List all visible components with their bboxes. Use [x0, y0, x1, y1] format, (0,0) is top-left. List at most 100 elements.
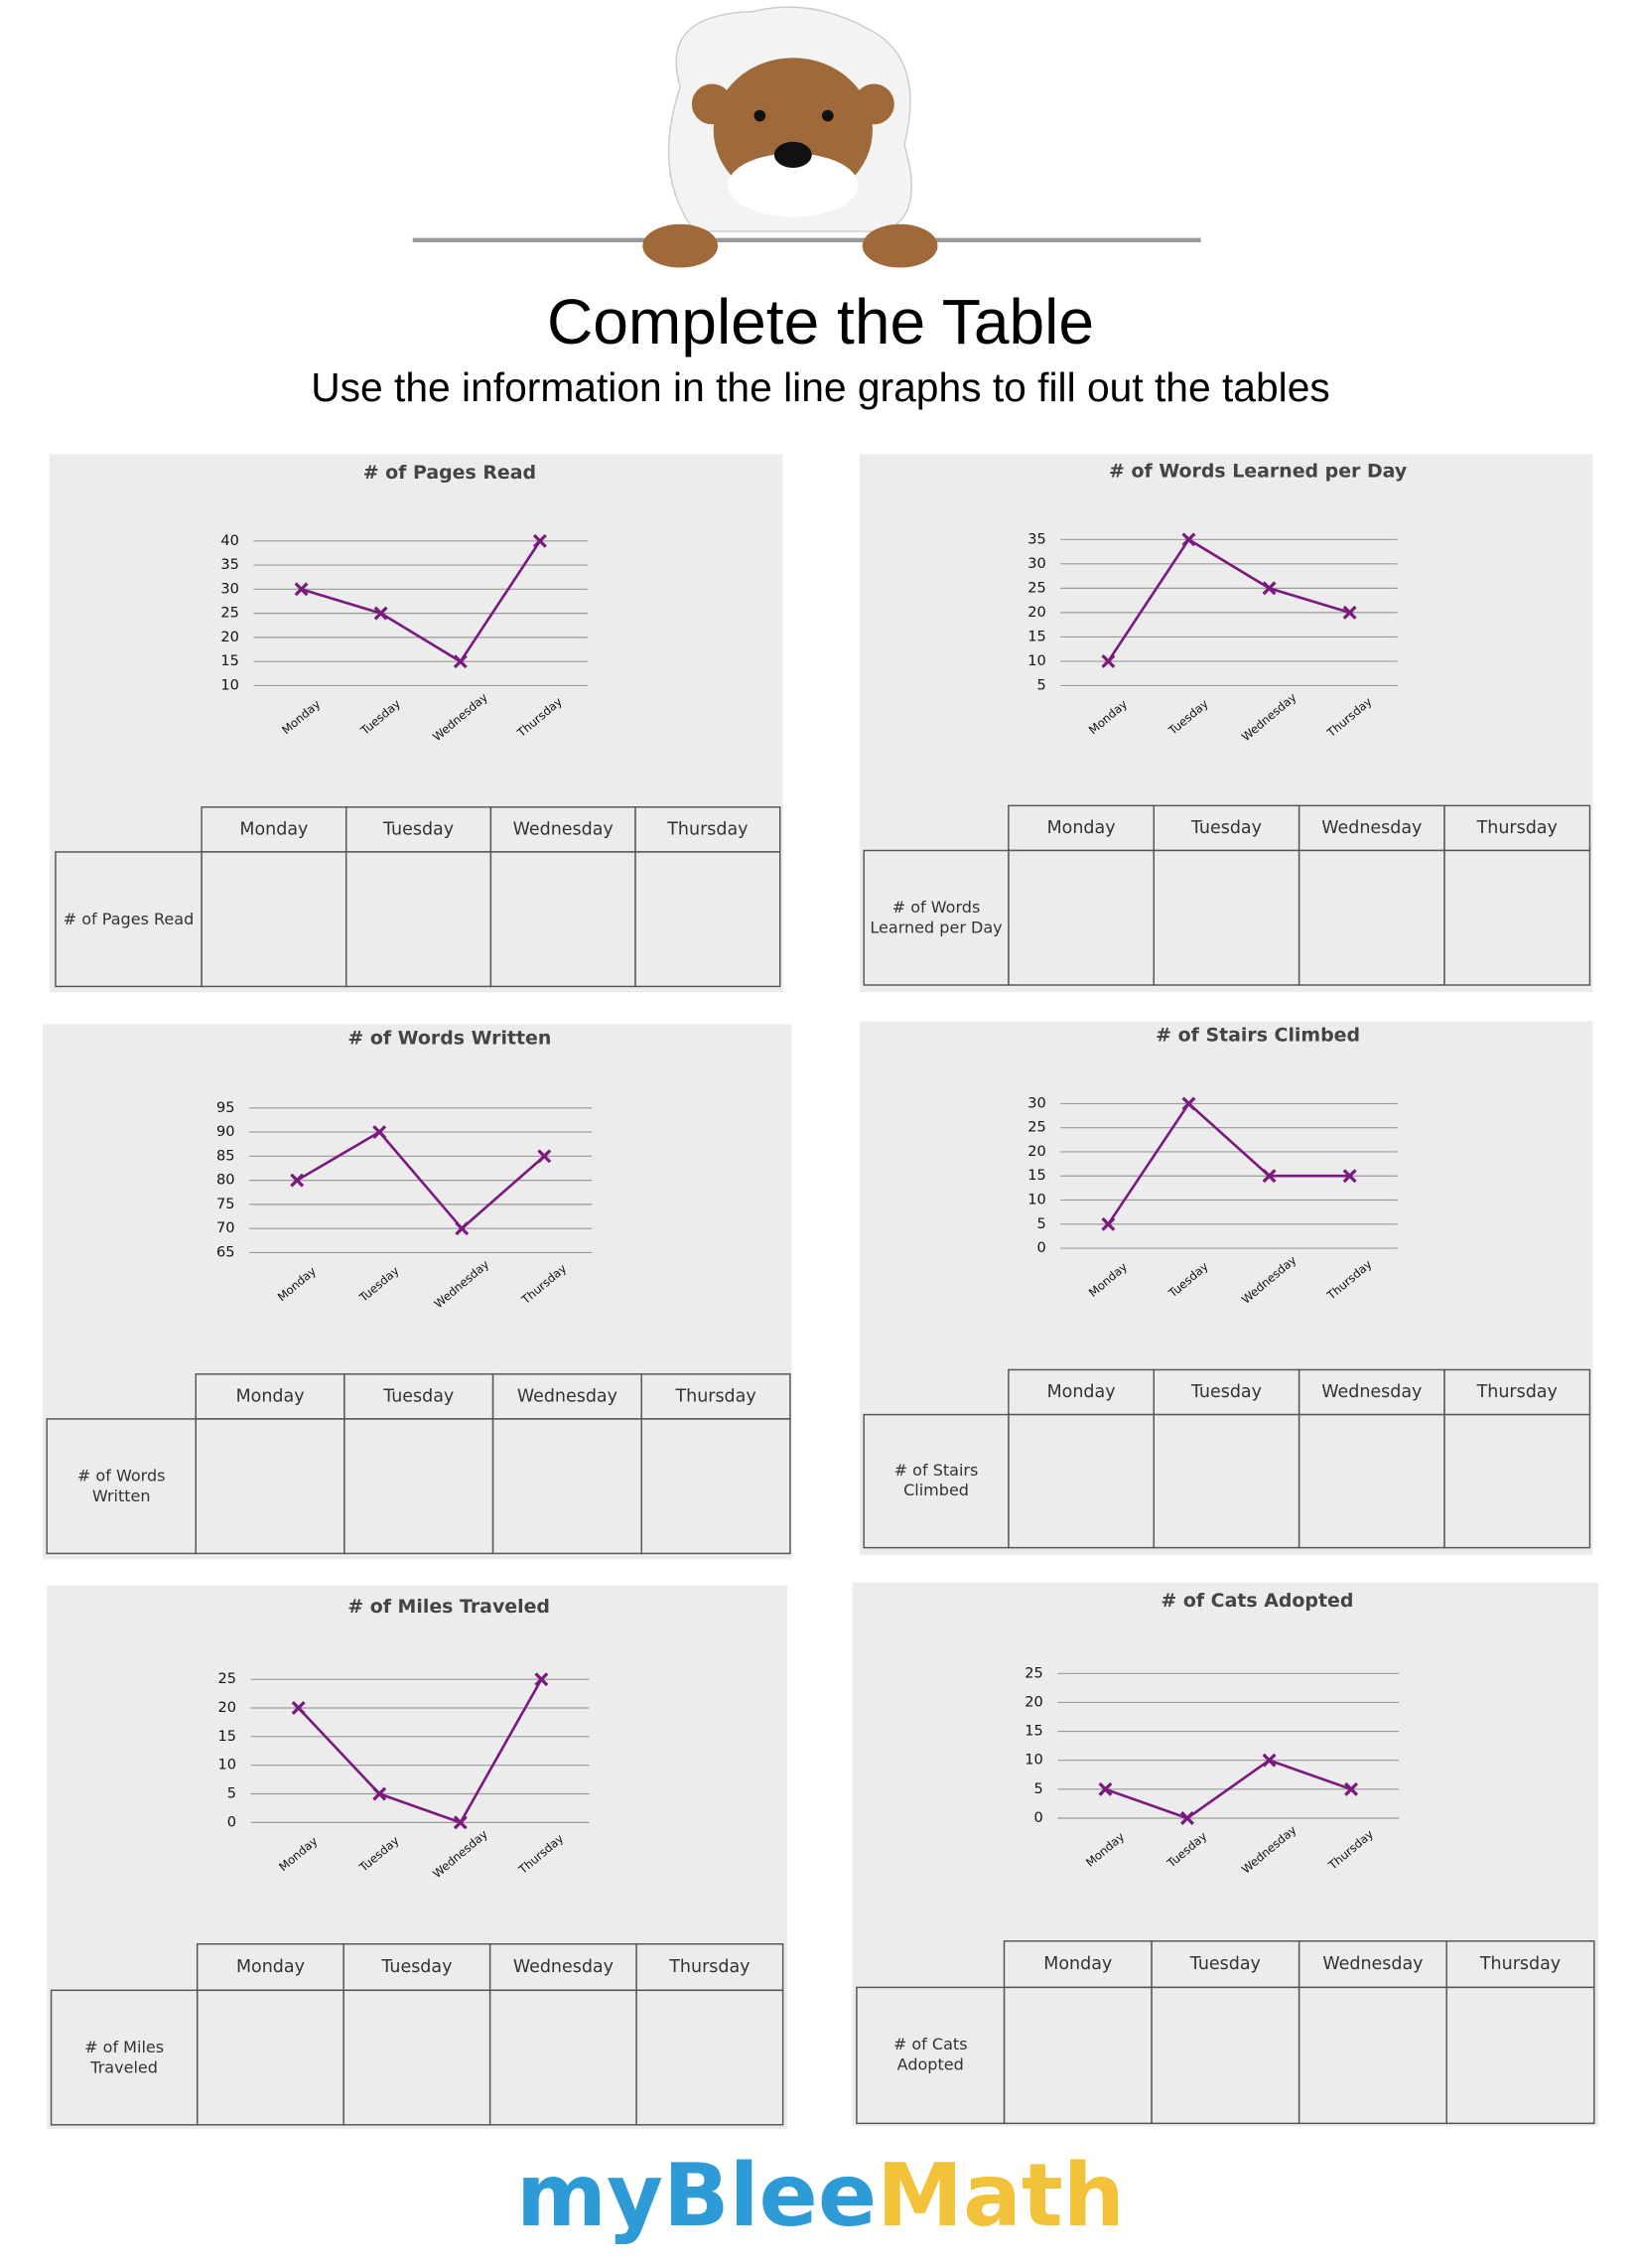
- table-header-cell: [489, 806, 636, 853]
- row-label-box: # of Miles Traveled: [84, 2038, 164, 2076]
- table-column-header: Tuesday: [1190, 1382, 1262, 1402]
- table-answer-cell: [195, 1418, 345, 1555]
- table-row-label-cell: [863, 1413, 1010, 1549]
- y-tick-label: 15: [1025, 1723, 1043, 1740]
- data-marker: [1342, 605, 1357, 620]
- brand-second: Math: [877, 2145, 1125, 2246]
- table-header-cell: [195, 1373, 345, 1420]
- y-tick-label: 15: [218, 1728, 237, 1745]
- table-column-header: Monday: [236, 1957, 305, 1977]
- y-tick-label: 5: [1034, 1780, 1043, 1797]
- table-header-cell: [1151, 1940, 1300, 1989]
- data-line: [297, 1678, 543, 1824]
- data-marker: [1098, 1781, 1113, 1796]
- table-header-cell: [1443, 1368, 1591, 1416]
- table-row-label-cell: [863, 849, 1010, 986]
- table-header-cell: [1153, 804, 1300, 852]
- data-marker: [294, 582, 309, 597]
- table-answer-cell: [1151, 1986, 1300, 2125]
- table-column-header: Monday: [236, 1386, 305, 1406]
- y-tick-label: 25: [218, 1670, 237, 1687]
- table-header-cell: [344, 806, 492, 853]
- y-tick-label: 20: [218, 1699, 237, 1716]
- row-label-box: # of Stairs Climbed: [893, 1461, 979, 1500]
- data-marker: [1180, 1811, 1194, 1825]
- chart-title: # of Pages Read: [363, 462, 536, 484]
- table-column-header: Wednesday: [513, 1957, 614, 1977]
- y-tick-label: 95: [216, 1099, 235, 1116]
- table-header-cell: [1298, 804, 1445, 852]
- table-answer-cell: [1003, 1986, 1153, 2125]
- table-header-cell: [488, 1942, 637, 1992]
- y-tick-label: 75: [216, 1196, 235, 1212]
- table-header-cell: [196, 1942, 344, 1992]
- row-label-box: # of Words Learned per Day: [870, 898, 1002, 936]
- table-header-cell: [1008, 1368, 1155, 1416]
- data-marker: [1344, 1781, 1359, 1796]
- data-line: [1107, 537, 1351, 662]
- data-marker: [1262, 581, 1277, 596]
- table-column-header: Tuesday: [382, 819, 454, 839]
- table-header-cell: [635, 1942, 784, 1992]
- table-column-header: Tuesday: [1190, 818, 1262, 838]
- y-tick-label: 5: [227, 1785, 236, 1802]
- data-marker: [290, 1173, 305, 1188]
- y-tick-label: 30: [1027, 555, 1046, 572]
- table-row-label: # of Stairs Climbed: [893, 1461, 979, 1500]
- y-tick-label: 5: [1036, 1215, 1045, 1232]
- table-answer-cell: [1443, 1413, 1591, 1549]
- chart-title: # of Cats Adopted: [1161, 1590, 1353, 1612]
- y-tick-label: 10: [1025, 1752, 1043, 1769]
- y-tick-label: 30: [1027, 1094, 1046, 1111]
- table-row-label-cell: [46, 1418, 197, 1555]
- y-tick-label: 90: [216, 1123, 235, 1140]
- table-column-header: Thursday: [1476, 1382, 1558, 1402]
- data-marker: [453, 654, 468, 669]
- table-column-header: Tuesday: [382, 1386, 454, 1406]
- table-answer-cell: [1153, 1413, 1300, 1549]
- table-answer-cell: [196, 1989, 344, 2126]
- table-column-header: Thursday: [1476, 818, 1558, 838]
- table-header-cell: [201, 806, 347, 853]
- row-label-box: # of Pages Read: [64, 909, 195, 927]
- table-row-label-cell: [856, 1986, 1006, 2125]
- y-tick-label: 5: [1036, 676, 1045, 693]
- table-answer-cell: [634, 851, 781, 988]
- table-header-cell: [640, 1373, 791, 1420]
- chart-title: # of Words Learned per Day: [1109, 460, 1407, 482]
- data-marker: [1181, 1096, 1196, 1111]
- table-answer-cell: [201, 851, 347, 988]
- table-answer-cell: [1445, 1986, 1595, 2125]
- page-title: Complete the Table: [547, 286, 1094, 357]
- row-label-box: # of Words Written: [77, 1466, 166, 1504]
- table-answer-cell: [1298, 1986, 1447, 2125]
- y-tick-label: 20: [1027, 604, 1046, 621]
- data-marker: [532, 533, 547, 548]
- table-column-header: Wednesday: [1321, 1382, 1422, 1402]
- y-tick-label: 35: [220, 556, 239, 573]
- y-tick-label: 10: [218, 1757, 237, 1773]
- y-tick-label: 20: [1027, 1143, 1046, 1160]
- table-answer-cell: [1298, 1413, 1445, 1549]
- y-tick-label: 85: [216, 1147, 235, 1164]
- y-tick-label: 25: [1027, 579, 1046, 596]
- table-answer-cell: [1443, 849, 1591, 986]
- table-column-header: Wednesday: [517, 1386, 617, 1406]
- y-tick-label: 25: [1025, 1664, 1043, 1681]
- y-tick-label: 20: [220, 629, 239, 645]
- data-marker: [1181, 532, 1196, 547]
- chart-title: # of Stairs Climbed: [1156, 1024, 1360, 1046]
- y-tick-label: 15: [1027, 1167, 1046, 1184]
- table-answer-cell: [640, 1418, 791, 1555]
- data-line: [301, 540, 542, 663]
- table-column-header: Monday: [1047, 1382, 1116, 1402]
- data-marker: [1342, 1169, 1357, 1184]
- row-label-box: # of Cats Adopted: [892, 2035, 968, 2074]
- table-answer-cell: [1008, 849, 1155, 986]
- table-answer-cell: [635, 1989, 784, 2126]
- table-row-label: # of Cats Adopted: [892, 2035, 968, 2074]
- table-column-header: Wednesday: [513, 819, 614, 839]
- y-tick-label: 25: [220, 605, 239, 622]
- y-tick-label: 15: [1027, 628, 1046, 644]
